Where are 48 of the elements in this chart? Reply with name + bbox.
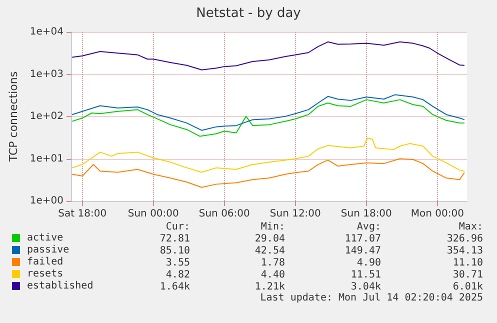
- text: 85.10: [160, 246, 190, 256]
- text: Max:: [458, 222, 483, 232]
- y-tick-label: 1e+00: [30, 196, 64, 206]
- y-axis-title: TCP connections: [7, 71, 20, 163]
- text: 72.81: [160, 234, 190, 244]
- text: Avg:: [356, 222, 381, 232]
- text: 1.21k: [254, 282, 285, 292]
- text: 117.07: [344, 234, 381, 244]
- text: 1.64k: [160, 282, 190, 292]
- text: Last update: Mon Jul 14 02:20:04 2025: [260, 292, 483, 304]
- y-tick-label: 1e+03: [30, 68, 64, 80]
- text: 354.13: [446, 246, 483, 256]
- chart-title: Netstat - by day: [196, 6, 302, 21]
- line-series: [72, 137, 465, 173]
- text: 4.82: [166, 270, 190, 280]
- text: 11.51: [350, 270, 381, 280]
- line-series: [72, 41, 465, 70]
- legend-label: active: [27, 232, 64, 244]
- line-series: [72, 94, 465, 131]
- y-tick-label: 1e+04: [30, 26, 64, 38]
- y-tick-label: 1e+01: [30, 153, 64, 164]
- text: 3.04k: [350, 282, 381, 292]
- text: 149.47: [344, 246, 381, 256]
- x-tick-label: Mon 00:00: [410, 208, 464, 220]
- legend-label: resets: [27, 268, 64, 280]
- legend-label: established: [27, 280, 94, 292]
- x-tick-label: Sun 18:00: [340, 208, 392, 220]
- text: 6.01k: [452, 282, 483, 292]
- text: 4.90: [356, 258, 381, 268]
- y-tick-label: 1e+02: [30, 111, 64, 122]
- legend-label: passive: [27, 244, 70, 256]
- text: 30.71: [452, 270, 483, 280]
- line-series: [72, 99, 465, 137]
- text: 1.78: [260, 258, 285, 268]
- legend-label: failed: [27, 256, 64, 268]
- x-tick-label: Sun 06:00: [198, 208, 250, 220]
- text: 11.10: [452, 258, 483, 268]
- text: 326.96: [446, 234, 483, 244]
- line-series: [72, 158, 465, 188]
- text: 3.55: [166, 258, 190, 268]
- text: 42.54: [254, 246, 285, 256]
- x-tick-label: Sun 00:00: [128, 208, 179, 220]
- text: 29.04: [254, 234, 285, 244]
- text: Min:: [260, 222, 285, 232]
- x-tick-label: Sun 12:00: [270, 208, 321, 220]
- text: 4.40: [260, 270, 285, 280]
- text: Cur:: [166, 222, 190, 232]
- x-tick-label: Sat 18:00: [58, 208, 107, 220]
